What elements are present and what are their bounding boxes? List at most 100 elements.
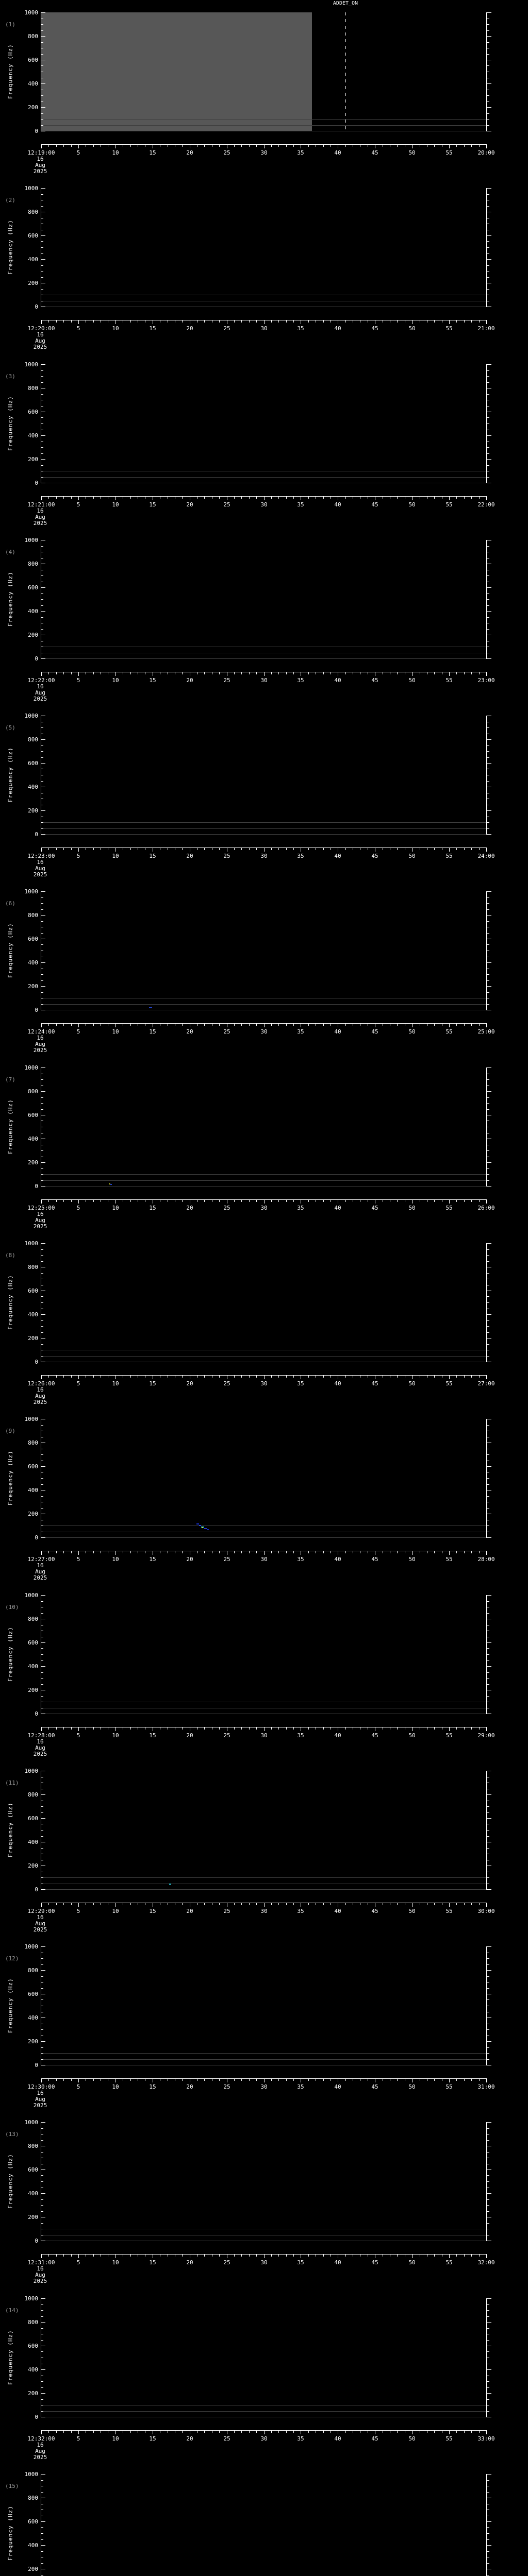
end-time-label: 26:00 — [477, 1205, 495, 1211]
x-axis-tick — [434, 848, 435, 850]
panel-index-label: (12) — [5, 1955, 19, 1962]
end-time-label: 29:00 — [477, 1732, 495, 1739]
x-axis-tick — [323, 672, 324, 674]
y-axis-tick — [41, 2122, 45, 2123]
y-axis-tick — [41, 2140, 43, 2141]
x-axis-tick — [278, 1551, 279, 1553]
y-axis-title: Frequency (Hz) — [7, 1978, 14, 2033]
date-label: Aug — [35, 1217, 45, 1224]
x-axis-tick — [464, 848, 465, 850]
y-tick-label: 200 — [28, 983, 38, 990]
right-axis-tick — [487, 2393, 491, 2394]
x-axis-tick — [486, 2255, 487, 2258]
x-axis-tick — [434, 497, 435, 499]
x-axis-tick — [345, 1551, 346, 1553]
y-axis-tick — [41, 921, 43, 922]
frequency-gridline — [41, 828, 486, 829]
right-axis-tick — [487, 101, 489, 102]
date-label: Aug — [35, 1393, 45, 1399]
y-tick-label: 1000 — [24, 1416, 39, 1422]
x-axis-tick — [256, 2431, 257, 2433]
x-axis-tick — [93, 1376, 94, 1378]
x-axis-tick — [241, 672, 242, 674]
y-axis-tick — [41, 1186, 45, 1187]
right-axis-tick — [487, 2053, 489, 2054]
detection-mark — [202, 1527, 203, 1528]
x-axis-tick — [345, 1200, 346, 1202]
right-axis-tick — [487, 2128, 489, 2129]
y-axis-tick — [41, 1970, 45, 1971]
x-axis-tick — [293, 1376, 294, 1378]
x-axis-tick — [471, 2431, 472, 2433]
x-tick-label: 55 — [446, 149, 453, 156]
x-axis-tick — [130, 672, 131, 674]
y-axis-tick — [41, 1091, 45, 1092]
x-axis-tick — [204, 497, 205, 499]
end-time-label: 28:00 — [477, 1556, 495, 1563]
x-axis-tick — [264, 1551, 265, 1555]
x-tick-label: 30 — [260, 325, 268, 332]
x-axis-tick — [486, 2431, 487, 2434]
detection-mark — [207, 1529, 209, 1530]
date-label: 2025 — [33, 1047, 47, 1054]
x-axis-tick — [71, 2431, 72, 2433]
x-axis-tick — [93, 145, 94, 147]
x-axis-tick — [182, 1551, 183, 1553]
y-axis-tick — [41, 1261, 43, 1262]
right-axis-tick — [487, 2193, 491, 2194]
right-axis-tick — [487, 265, 489, 266]
spectrogram-panel: (14) Frequency (Hz) 0 200 400 600 800 1000 12:32… — [0, 2286, 528, 2462]
y-axis-tick — [41, 95, 43, 96]
y-tick-label: 0 — [35, 1359, 38, 1365]
x-axis-tick — [264, 320, 265, 324]
frequency-gridline — [41, 834, 486, 835]
y-tick-label: 200 — [28, 2566, 38, 2572]
x-tick-label: 35 — [297, 2435, 304, 2442]
x-axis-tick — [486, 320, 487, 324]
right-axis-tick — [487, 1537, 491, 1538]
right-axis-tick — [487, 42, 489, 43]
x-axis-tick — [264, 2255, 265, 2258]
y-tick-label: 400 — [28, 1136, 38, 1142]
right-axis-tick — [487, 2387, 489, 2388]
right-axis-tick — [487, 289, 489, 290]
y-tick-label: 600 — [28, 2343, 38, 2349]
x-tick-label: 55 — [446, 1732, 453, 1739]
right-axis-tick — [487, 1478, 489, 1479]
date-label: 2025 — [33, 1223, 47, 1230]
y-axis-tick — [41, 1642, 45, 1643]
y-axis-tick — [41, 2211, 43, 2212]
x-axis-tick — [345, 848, 346, 850]
x-axis-tick — [308, 2431, 309, 2433]
y-axis-title: Frequency (Hz) — [7, 1099, 14, 1155]
y-axis-tick — [41, 1067, 45, 1068]
date-label: Aug — [35, 1568, 45, 1575]
x-tick-label: 25 — [223, 1028, 230, 1035]
y-axis-tick — [41, 364, 45, 365]
x-axis-tick — [93, 2079, 94, 2081]
panel-index-label: (10) — [5, 1604, 19, 1611]
x-axis-tick — [93, 1024, 94, 1026]
right-axis-tick — [487, 1344, 489, 1345]
x-axis-tick — [264, 1200, 265, 1204]
x-axis-tick — [456, 320, 457, 323]
y-axis-tick — [41, 83, 45, 84]
x-axis-tick — [219, 1376, 220, 1378]
x-axis-tick — [286, 1200, 287, 1202]
y-axis-tick — [41, 1478, 43, 1479]
y-axis-tick — [41, 1425, 43, 1426]
right-axis-tick — [487, 2041, 491, 2042]
x-axis-tick — [449, 2255, 450, 2258]
y-tick-label: 200 — [28, 456, 38, 463]
start-time-label: 12:25:00 — [27, 1205, 55, 1211]
x-axis-tick — [464, 1551, 465, 1553]
x-axis-tick — [479, 2079, 480, 2081]
y-axis-tick — [41, 2053, 43, 2054]
y-axis-tick — [41, 376, 43, 377]
y-axis-tick — [41, 1249, 43, 1250]
y-axis-tick — [41, 206, 43, 207]
x-axis-tick — [241, 1727, 242, 1730]
y-axis-tick — [41, 2041, 45, 2042]
y-axis-tick — [41, 1830, 43, 1831]
right-axis-tick — [487, 459, 491, 460]
